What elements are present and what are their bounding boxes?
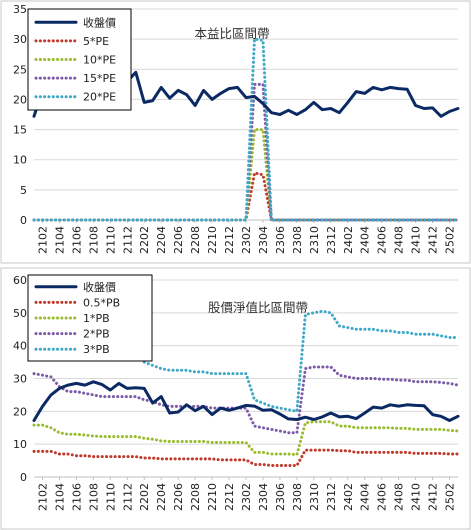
x-tick-label: 2408 — [393, 483, 406, 511]
x-tick-label: 2502 — [444, 226, 457, 254]
x-tick-label: 2310 — [308, 226, 321, 254]
x-tick-label: 2108 — [87, 483, 100, 511]
series-line-4 — [32, 37, 460, 222]
legend-label-4: 20*PE — [83, 91, 116, 104]
y-tick-label: 60 — [13, 274, 27, 287]
x-tick-label: 2404 — [359, 483, 372, 511]
x-tick-label: 2408 — [393, 226, 406, 254]
x-tick-label: 2310 — [308, 483, 321, 511]
x-tick-label: 2210 — [206, 483, 219, 511]
legend-label-0: 收盤價 — [83, 280, 116, 294]
series-line-2 — [32, 420, 460, 457]
x-tick-label: 2210 — [206, 226, 219, 254]
x-tick-label: 2402 — [342, 226, 355, 254]
x-tick-label: 2410 — [410, 483, 423, 511]
x-tick-label: 2208 — [189, 483, 202, 511]
legend-label-1: 0.5*PB — [83, 296, 120, 309]
x-tick-label: 2208 — [189, 226, 202, 254]
x-tick-label: 2206 — [172, 226, 185, 254]
y-tick-label: 15 — [13, 124, 27, 137]
chart2: 0 10 20 30 40 50 60 2102 2104 2106 2108 2110 2112 220… — [13, 274, 460, 511]
legend-label-0: 收盤價 — [83, 15, 116, 29]
y-tick-label: 50 — [13, 307, 27, 320]
x-tick-label: 2108 — [87, 226, 100, 254]
x-tick-label: 2412 — [427, 226, 440, 254]
chart-annotation: 股價淨值比區間帶 — [208, 300, 308, 315]
x-tick-label: 2202 — [138, 226, 151, 254]
x-tick-label: 2112 — [121, 226, 134, 254]
legend-label-2: 1*PB — [83, 312, 110, 325]
x-tick-label: 2406 — [376, 226, 389, 254]
y-tick-label: 0 — [20, 471, 27, 484]
x-tick-label: 2104 — [53, 483, 66, 511]
x-tick-label: 2308 — [291, 483, 304, 511]
x-tick-label: 2306 — [274, 226, 287, 254]
x-tick-label: 2304 — [257, 483, 270, 511]
y-tick-label: 5 — [20, 184, 27, 197]
y-tick-label: 20 — [13, 93, 27, 106]
x-tick-label: 2212 — [223, 226, 236, 254]
series-line-3 — [32, 365, 460, 435]
legend-label-2: 10*PE — [83, 54, 116, 67]
x-tick-label: 2304 — [257, 226, 270, 254]
y-tick-label: 35 — [13, 3, 27, 16]
x-tick-label: 2102 — [36, 226, 49, 254]
y-tick-label: 0 — [20, 214, 27, 227]
y-tick-label: 20 — [13, 405, 27, 418]
x-tick-label: 2212 — [223, 483, 236, 511]
x-tick-label: 2110 — [104, 483, 117, 511]
x-tick-label: 2112 — [121, 483, 134, 511]
x-tick-label: 2412 — [427, 483, 440, 511]
legend-label-1: 5*PE — [83, 35, 109, 48]
y-tick-label: 25 — [13, 63, 27, 76]
x-tick-label: 2106 — [70, 226, 83, 254]
legend-label-3: 15*PE — [83, 72, 116, 85]
x-tick-label: 2404 — [359, 226, 372, 254]
legend-label-4: 3*PB — [83, 343, 110, 356]
x-tick-label: 2402 — [342, 483, 355, 511]
x-tick-label: 2308 — [291, 226, 304, 254]
y-tick-label: 40 — [13, 340, 27, 353]
series-line-1 — [32, 448, 460, 467]
x-tick-label: 2202 — [138, 483, 151, 511]
y-tick-label: 10 — [13, 438, 27, 451]
x-tick-label: 2406 — [376, 483, 389, 511]
x-tick-label: 2302 — [240, 483, 253, 511]
x-tick-label: 2410 — [410, 226, 423, 254]
series-line-0 — [32, 380, 460, 422]
x-tick-label: 2306 — [274, 483, 287, 511]
chart1: 0 5 10 15 20 25 30 35 2102 2104 2106 2108 2110 2112 22… — [13, 3, 460, 254]
legend-label-3: 2*PB — [83, 328, 110, 341]
y-tick-label: 10 — [13, 154, 27, 167]
x-tick-label: 2206 — [172, 483, 185, 511]
x-tick-label: 2302 — [240, 226, 253, 254]
x-tick-label: 2110 — [104, 226, 117, 254]
x-tick-label: 2102 — [36, 483, 49, 511]
x-tick-label: 2312 — [325, 483, 338, 511]
y-tick-label: 30 — [13, 33, 27, 46]
x-tick-label: 2104 — [53, 226, 66, 254]
y-tick-label: 30 — [13, 373, 27, 386]
x-tick-label: 2312 — [325, 226, 338, 254]
x-tick-label: 2106 — [70, 483, 83, 511]
chart-annotation: 本益比區間帶 — [194, 26, 269, 41]
x-tick-label: 2204 — [155, 483, 168, 511]
x-tick-label: 2502 — [444, 483, 457, 511]
x-tick-label: 2204 — [155, 226, 168, 254]
